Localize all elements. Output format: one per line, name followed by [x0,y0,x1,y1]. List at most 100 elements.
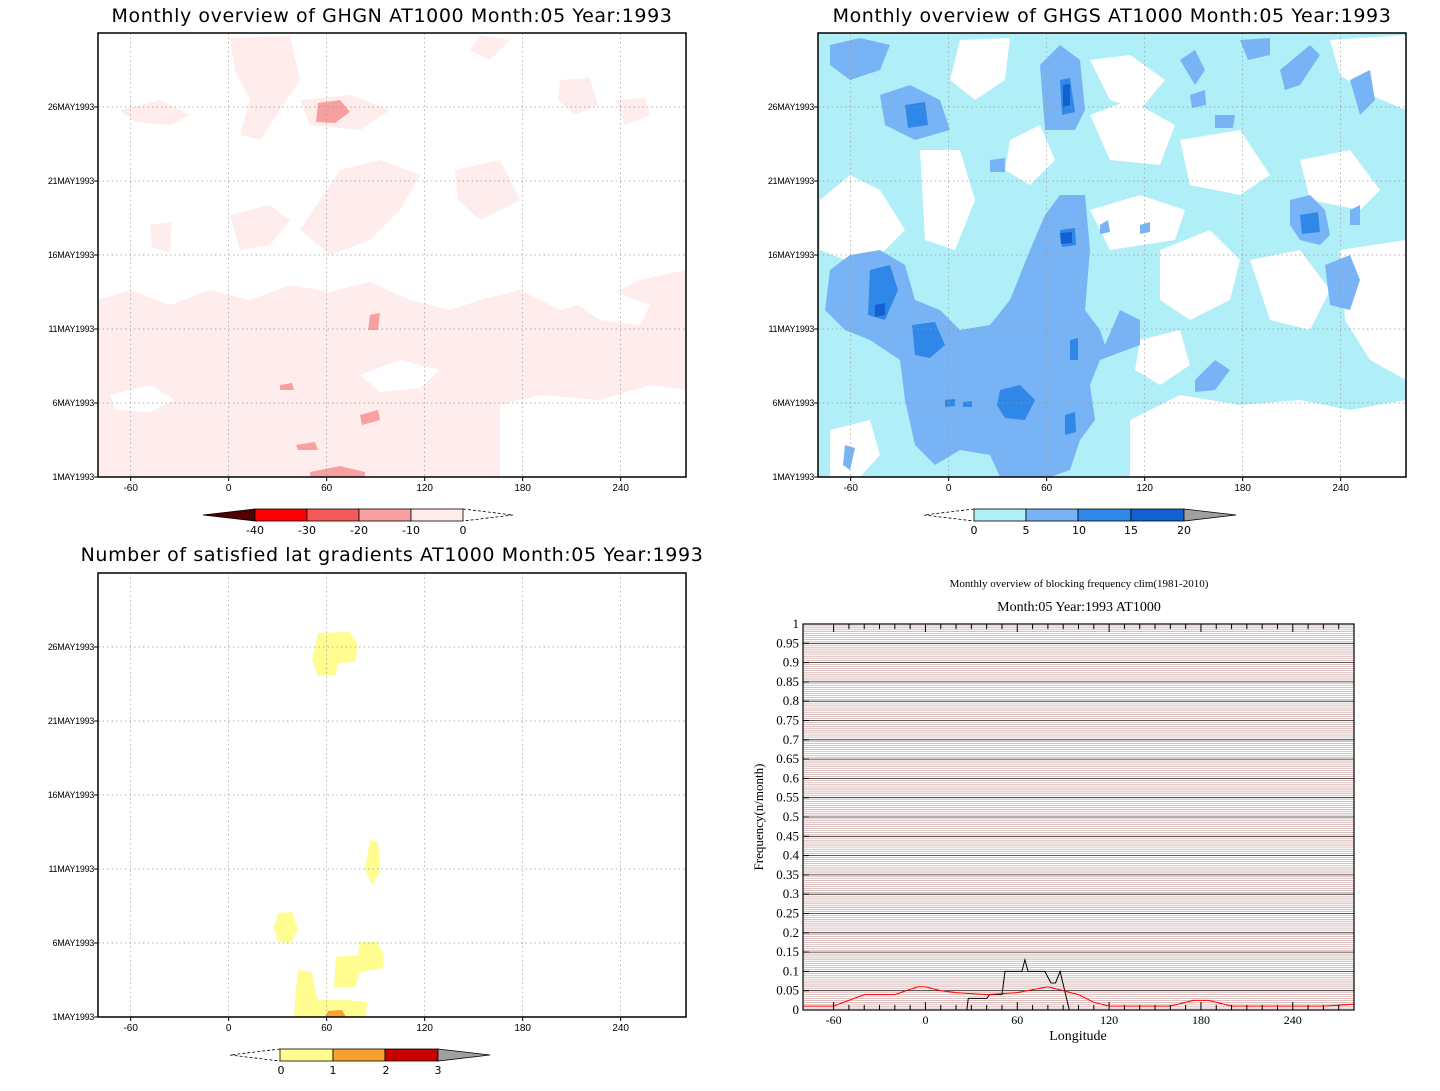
gradients-x-tick-label: 240 [612,1023,629,1034]
ghgs-gridlines [818,33,1406,477]
gradients-colorbar-low-arrow [229,1048,281,1062]
frequency-x-tick-label: 0 [922,1013,928,1027]
gradients-title: Number of satisfied lat gradients AT1000… [81,544,704,566]
frequency-x-tick-label: -60 [826,1013,842,1027]
ghgn-colorbar-swatch [410,508,464,522]
frequency-y-tick-label: 0.4 [783,848,800,863]
gradients-y-ticks: 1MAY1993 6MAY1993 11MAY1993 16MAY1993 21MAY1… [48,642,98,1022]
frequency-subtitle: Month:05 Year:1993 AT1000 [997,600,1161,615]
ghgs-title: Monthly overview of GHGS AT1000 Month:05… [833,5,1392,27]
ghgs-colorbar-swatch [973,508,1027,522]
ghgs-x-tick-label: 0 [946,483,952,494]
ghgn-x-tick-label: 180 [514,483,531,494]
gradients-colorbar-label: 1 [330,1064,337,1077]
ghgs-x-tick-label: 180 [1234,483,1251,494]
frequency-y-tick-label: 0.35 [776,867,799,882]
ghgn-colorbar-label: -10 [402,524,420,537]
ghgn-y-tick-label: 16MAY1993 [48,250,94,260]
gradients-x-tick-label: 120 [416,1023,433,1034]
ghgs-y-tick-label: 16MAY1993 [768,250,814,260]
ghgs-x-tick-label: 240 [1332,483,1349,494]
frequency-y-tick-label: 1 [793,616,800,631]
frequency-y-tick-label: 0.15 [776,944,799,959]
ghgs-colorbar-swatch [1130,508,1185,522]
ghgn-colorbar-label: -20 [350,524,368,537]
ghgs-x-tick-label: 120 [1136,483,1153,494]
ghgs-colorbar-swatch [1025,508,1079,522]
gradients-colorbar-swatch [332,1048,386,1062]
ghgn-colorbar-swatch [306,508,360,522]
ghgs-colorbar-label: 20 [1177,524,1191,537]
gradients-x-tick-label: 0 [226,1023,232,1034]
gradients-colorbar: 0 1 2 3 [229,1048,491,1077]
ghgs-colorbar-label: 0 [971,524,978,537]
gradients-x-tick-label: 60 [321,1023,333,1034]
ghgn-x-tick-label: 60 [321,483,333,494]
ghgs-x-tick-label: 60 [1041,483,1053,494]
ghgs-y-tick-label: 1MAY1993 [773,472,815,482]
frequency-y-tick-label: 0 [793,1002,800,1017]
ghgn-y-ticks: 1MAY1993 6MAY1993 11MAY1993 16MAY1993 21MAY1… [48,102,98,482]
frequency-title: Monthly overview of blocking frequency c… [950,578,1209,590]
ghgn-y-tick-label: 26MAY1993 [48,102,94,112]
gradients-gridlines [98,573,686,1017]
ghgs-y-ticks: 1MAY1993 6MAY1993 11MAY1993 16MAY1993 21MAY1… [768,102,818,482]
frequency-y-tick-label: 0.6 [783,770,800,785]
ghgn-colorbar-label: -30 [298,524,316,537]
ghgn-x-tick-label: -60 [123,483,138,494]
ghgn-colorbar-high-arrow [462,508,514,522]
ghgs-x-tick-label: -60 [843,483,858,494]
ghgn-y-tick-label: 21MAY1993 [48,176,94,186]
ghgn-gridlines [98,33,686,477]
frequency-x-tick-label: 60 [1011,1013,1023,1027]
frequency-y-tick-label: 0.25 [776,906,799,921]
ghgn-colorbar-low-arrow [202,508,256,522]
ghgs-colorbar-swatch [1077,508,1132,522]
gradients-x-tick-label: -60 [123,1023,138,1034]
ghgn-x-tick-label: 120 [416,483,433,494]
ghgs-colorbar-label: 5 [1023,524,1030,537]
ghgs-colorbar-low-arrow [923,508,975,522]
gradients-y-tick-label: 16MAY1993 [48,790,94,800]
frequency-y-tick-label: 0.9 [783,655,799,670]
ghgs-colorbar-high-arrow [1183,508,1237,522]
gradients-colorbar-label: 2 [383,1064,390,1077]
ghgn-y-tick-label: 1MAY1993 [53,472,95,482]
frequency-x-tick-label: 120 [1100,1013,1118,1027]
ghgs-y-tick-label: 11MAY1993 [769,324,815,334]
frequency-background-hatching [803,625,1354,1009]
frequency-y-ticks: 0 0.05 0.1 0.15 0.2 0.25 0.3 0.35 0.4 0.45 0.5 0.55… [776,616,809,1017]
frequency-x-ticks: -60 0 60 120 180 240 [826,624,1340,1027]
frequency-x-axis-label: Longitude [1049,1029,1107,1044]
frequency-panel: Monthly overview of blocking frequency c… [751,578,1355,1044]
frequency-y-tick-label: 0.95 [776,635,799,650]
frequency-y-tick-label: 0.1 [783,963,799,978]
frequency-y-tick-label: 0.5 [783,809,799,824]
gradients-x-tick-label: 180 [514,1023,531,1034]
ghgn-y-tick-label: 11MAY1993 [49,324,95,334]
frequency-y-tick-label: 0.2 [783,925,799,940]
gradients-panel: Number of satisfied lat gradients AT1000… [48,544,704,1077]
ghgs-y-tick-label: 6MAY1993 [773,398,815,408]
ghgs-colorbar: 0 5 10 15 20 [923,508,1237,537]
frequency-y-tick-label: 0.8 [783,693,799,708]
frequency-y-tick-label: 0.55 [776,790,799,805]
ghgs-y-tick-label: 21MAY1993 [768,176,814,186]
frequency-y-tick-label: 0.85 [776,674,799,689]
frequency-series-line-1 [803,986,1355,1007]
gradients-colorbar-label: 0 [278,1064,285,1077]
frequency-x-tick-label: 240 [1284,1013,1302,1027]
ghgs-panel: Monthly overview of GHGS AT1000 Month:05… [768,5,1407,537]
ghgn-colorbar-label: 0 [460,524,467,537]
ghgn-panel: Monthly overview of GHGN AT1000 Month:05… [48,5,687,537]
gradients-colorbar-swatch [279,1048,334,1062]
ghgn-x-ticks: -60 0 60 120 180 240 [123,477,629,494]
frequency-y-tick-label: 0.7 [783,732,800,747]
ghgs-y-tick-label: 26MAY1993 [768,102,814,112]
ghgs-x-ticks: -60 0 60 120 180 240 [843,477,1349,494]
gradients-y-tick-label: 21MAY1993 [48,716,94,726]
frequency-series-line-0 [803,957,1354,1011]
gradients-colorbar-high-arrow [437,1048,491,1062]
ghgn-colorbar-swatch [358,508,412,522]
